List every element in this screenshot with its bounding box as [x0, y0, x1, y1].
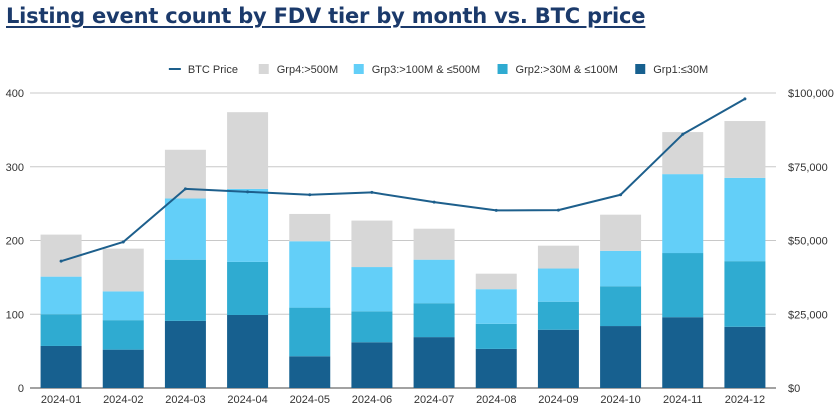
bar-segment: [164, 198, 206, 260]
bar-segment: [724, 121, 766, 178]
bar-segment: [413, 259, 455, 304]
bar-segment: [413, 228, 455, 260]
legend-label: Grp1:≤30M: [653, 64, 708, 76]
btc-price-point: [308, 193, 312, 197]
y-left-tick-label: 0: [18, 383, 24, 395]
btc-price-point: [494, 208, 498, 212]
legend-label: Grp2:>30M & ≤100M: [516, 64, 618, 76]
bar-segment: [413, 303, 455, 338]
x-tick-label: 2024-01: [41, 394, 81, 406]
x-tick-label: 2024-11: [663, 394, 703, 406]
bar-segment: [164, 259, 206, 321]
bar-segment: [662, 132, 704, 175]
bar-segment: [102, 320, 144, 350]
btc-price-point: [556, 208, 560, 212]
bar-segment: [662, 174, 704, 254]
bar-segment: [600, 214, 642, 251]
bar-segment: [351, 267, 393, 312]
bar-segment: [351, 342, 393, 388]
legend-label: Grp3:>100M & ≤500M: [372, 64, 480, 76]
y-right-tick-label: $50,000: [788, 236, 828, 248]
bar-segment: [413, 337, 455, 388]
x-tick-label: 2024-08: [476, 394, 516, 406]
bar-segment: [662, 317, 704, 388]
bar-segment: [351, 220, 393, 268]
x-tick-label: 2024-10: [600, 394, 640, 406]
bar-segment: [600, 326, 642, 388]
bar-segment: [600, 286, 642, 327]
btc-price-point: [370, 190, 374, 194]
legend-swatch: [635, 64, 646, 74]
x-tick-label: 2024-02: [103, 394, 143, 406]
x-tick-label: 2024-05: [290, 394, 330, 406]
bar-segment: [227, 261, 269, 315]
legend-label: Grp4:>500M: [277, 64, 338, 76]
y-right-tick-label: $75,000: [788, 162, 828, 174]
bar-segment: [289, 307, 331, 357]
x-tick-label: 2024-07: [414, 394, 454, 406]
bar-segment: [475, 289, 517, 324]
bar-segment: [164, 320, 206, 388]
bar-segment: [40, 234, 82, 277]
btc-price-point: [432, 200, 436, 204]
bar-segment: [102, 291, 144, 321]
legend-swatch: [497, 64, 508, 74]
x-tick-label: 2024-12: [725, 394, 765, 406]
bar-segment: [289, 356, 331, 388]
x-tick-label: 2024-09: [538, 394, 578, 406]
bar-segment: [475, 273, 517, 290]
bar-segment: [289, 241, 331, 308]
y-left-tick-label: 200: [6, 236, 24, 248]
x-tick-label: 2024-03: [165, 394, 205, 406]
bar-segment: [227, 188, 269, 262]
bar-segment: [600, 250, 642, 287]
btc-price-point: [246, 190, 250, 194]
bar-segment: [475, 348, 517, 388]
bar-segment: [724, 326, 766, 388]
x-tick-label: 2024-06: [352, 394, 392, 406]
y-left-tick-label: 300: [6, 162, 24, 174]
bar-segment: [537, 329, 579, 388]
legend-label: BTC Price: [188, 64, 238, 76]
bar-segment: [227, 314, 269, 388]
bar-segment: [724, 261, 766, 327]
btc-price-point: [619, 193, 623, 197]
bar-segment: [227, 112, 269, 189]
bar-segment: [662, 253, 704, 318]
btc-price-line: [60, 98, 746, 263]
bar-segment: [102, 349, 144, 388]
y-right-tick-label: $25,000: [788, 309, 828, 321]
bar-segment: [475, 323, 517, 349]
legend-swatch: [258, 64, 269, 74]
bar-segment: [537, 245, 579, 269]
x-tick-label: 2024-04: [227, 394, 267, 406]
btc-price-point: [183, 187, 187, 191]
y-left-tick-label: 400: [6, 88, 24, 100]
btc-price-point: [121, 240, 125, 244]
btc-price-point: [743, 97, 747, 101]
bar-segment: [40, 314, 82, 346]
legend-swatch: [353, 64, 364, 74]
chart-title: Listing event count by FDV tier by month…: [6, 4, 646, 28]
bar-segment: [537, 268, 579, 302]
y-left-tick-label: 100: [6, 309, 24, 321]
bar-segment: [164, 149, 206, 199]
bar-segment: [351, 311, 393, 343]
btc-price-point: [59, 259, 63, 263]
y-right-tick-label: $100,000: [788, 88, 834, 100]
bar-segment: [289, 213, 331, 242]
bar-segment: [102, 248, 144, 292]
bar-segment: [40, 345, 82, 388]
y-right-tick-label: $0: [788, 383, 800, 395]
bar-segment: [537, 301, 579, 330]
btc-price-point: [681, 132, 685, 136]
bar-segment: [724, 177, 766, 262]
bar-segment: [40, 276, 82, 315]
